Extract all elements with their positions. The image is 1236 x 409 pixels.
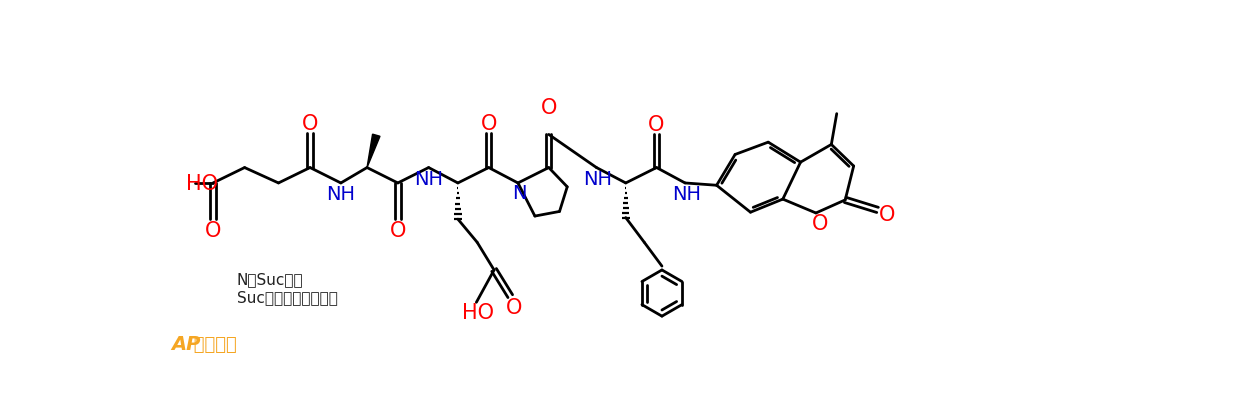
Text: HO: HO xyxy=(187,173,218,193)
Text: 专肽生物: 专肽生物 xyxy=(188,335,237,353)
Text: N: N xyxy=(512,184,527,203)
Text: O: O xyxy=(205,220,221,240)
Text: Suc：丁二酸、琥珀酸: Suc：丁二酸、琥珀酸 xyxy=(237,290,337,304)
Text: O: O xyxy=(506,297,523,317)
Text: O: O xyxy=(389,220,405,240)
Text: NH: NH xyxy=(414,169,444,189)
Text: O: O xyxy=(540,98,557,118)
Text: NH: NH xyxy=(326,185,356,204)
Polygon shape xyxy=(367,135,379,168)
Text: N端Suc修饰: N端Suc修饰 xyxy=(237,272,304,287)
Text: HO: HO xyxy=(462,303,494,323)
Text: O: O xyxy=(302,114,318,134)
Text: O: O xyxy=(649,115,665,135)
Text: AP: AP xyxy=(172,334,200,353)
Text: NH: NH xyxy=(582,169,612,189)
Text: O: O xyxy=(879,204,896,224)
Text: NH: NH xyxy=(672,185,701,204)
Text: O: O xyxy=(481,114,497,134)
Text: O: O xyxy=(812,213,828,234)
